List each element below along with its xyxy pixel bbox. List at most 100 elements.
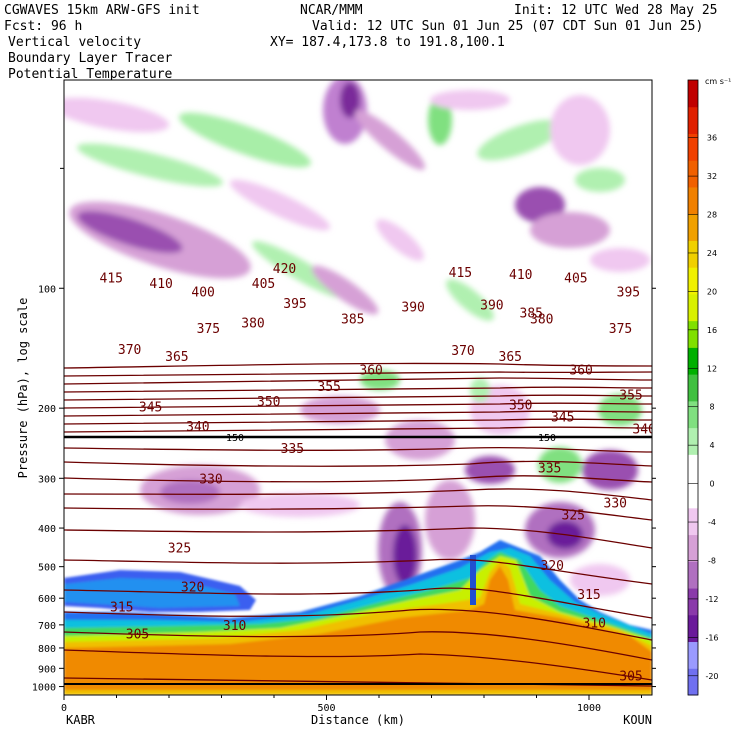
theta-label-380: 380: [241, 317, 264, 332]
theta-label-305: 305: [126, 627, 149, 642]
colorbar-swatch: [688, 106, 698, 134]
theta-label-335: 335: [281, 442, 304, 457]
colorbar: 36 32 28 24 20 16 12 8 4 0 -4 -8 -12 -16 -20: [687, 79, 719, 696]
colorbar-tick-label: -20: [705, 672, 718, 681]
colorbar-tick-label: -4: [708, 518, 716, 527]
colorbar-tick-label: 28: [707, 211, 717, 220]
y-tick-label: 900: [38, 664, 56, 675]
y-tick-label: 300: [38, 474, 56, 485]
theta-label-340: 340: [632, 423, 655, 438]
left-endpoint-label: KABR: [66, 713, 96, 727]
theta-contour-labels: 305 305 310 310 315 315 320 320 325 325 330 330 335 3…: [100, 262, 655, 684]
theta-label-405: 405: [252, 277, 275, 292]
tracer-column: [470, 555, 476, 605]
theta-label-350: 350: [509, 399, 532, 414]
field-vertical-velocity: Vertical velocity: [8, 35, 141, 50]
theta-label-360: 360: [569, 364, 592, 379]
y-tick-label: 700: [38, 621, 56, 632]
colorbar-tick-label: 8: [709, 403, 714, 412]
colorbar-swatch: [688, 400, 698, 429]
theta-label-385: 385: [520, 306, 543, 321]
theta-label-395: 395: [283, 297, 306, 312]
colorbar-swatch: [688, 454, 698, 482]
colorbar-tick-label: 24: [707, 249, 717, 258]
theta-label-380: 380: [530, 312, 553, 327]
x-axis: 0 500 1000: [61, 695, 642, 714]
theta-label-305: 305: [619, 669, 642, 684]
colorbar-swatch: [688, 213, 698, 241]
theta-label-400: 400: [191, 286, 214, 301]
x-axis-label: Distance (km): [311, 713, 405, 727]
theta-label-405: 405: [564, 272, 587, 287]
theta-label-325: 325: [168, 542, 191, 557]
theta-label-410: 410: [149, 277, 172, 292]
x-tick-label: 500: [317, 703, 335, 714]
colorbar-swatch: [688, 267, 698, 295]
x-tick-label: 0: [61, 703, 67, 714]
theta-label-395: 395: [617, 286, 640, 301]
tropopause-label-right: 150: [538, 433, 556, 444]
theta-label-320: 320: [181, 580, 204, 595]
plot-area: 305 305 310 310 315 315 320 320 325 325 330 330 335 3…: [64, 80, 655, 695]
theta-label-415: 415: [449, 266, 472, 281]
theta-label-315: 315: [110, 601, 133, 616]
forecast-hour: Fcst: 96 h: [4, 19, 82, 34]
colorbar-frame: [687, 79, 699, 696]
colorbar-tick-label: 36: [707, 134, 717, 143]
colorbar-units: cm s⁻¹: [705, 77, 731, 86]
cross-section-endpoints: XY= 187.4,173.8 to 191.8,100.1: [270, 35, 505, 50]
theta-label-370: 370: [451, 344, 474, 359]
theta-contour-lines: [64, 362, 652, 687]
field-potential-temperature: Potential Temperature: [8, 67, 173, 82]
theta-label-355: 355: [619, 389, 642, 404]
theta-label-360: 360: [359, 364, 382, 379]
colorbar-swatch: [688, 293, 698, 322]
colorbar-swatch: [688, 427, 698, 455]
theta-label-325: 325: [562, 509, 585, 524]
theta-label-420: 420: [273, 262, 296, 277]
colorbar-swatch: [688, 347, 698, 375]
theta-label-330: 330: [604, 496, 627, 511]
theta-label-375: 375: [609, 322, 632, 337]
theta-label-340: 340: [186, 420, 209, 435]
theta-label-390: 390: [480, 299, 503, 314]
colorbar-swatch: [688, 561, 698, 589]
theta-label-365: 365: [165, 350, 188, 365]
y-tick-label: 100: [38, 284, 56, 295]
org-label: NCAR/MMM: [300, 3, 363, 18]
colorbar-tick-label: -12: [705, 595, 718, 604]
colorbar-swatch: [688, 80, 698, 108]
colorbar-swatch: [688, 133, 698, 161]
colorbar-swatch: [688, 641, 698, 669]
theta-label-350: 350: [257, 395, 280, 410]
theta-label-345: 345: [139, 400, 162, 415]
theta-label-310: 310: [223, 619, 246, 634]
colorbar-swatch: [688, 481, 698, 509]
theta-label-345: 345: [551, 411, 574, 426]
init-time: Init: 12 UTC Wed 28 May 25: [514, 3, 718, 18]
theta-label-320: 320: [541, 559, 564, 574]
colorbar-swatch: [688, 507, 698, 536]
y-axis: 100 200 300 400 500 600 700 800 900 1000: [32, 167, 656, 694]
colorbar-swatch: [688, 614, 698, 643]
colorbar-swatch: [688, 668, 698, 696]
y-tick-label: 500: [38, 563, 56, 574]
theta-label-310: 310: [583, 616, 606, 631]
colorbar-swatch: [688, 588, 698, 616]
y-tick-label: 1000: [32, 683, 56, 694]
y-tick-label: 400: [38, 524, 56, 535]
theta-label-355: 355: [317, 380, 340, 395]
theta-label-335: 335: [538, 462, 561, 477]
model-title: CGWAVES 15km ARW-GFS init: [4, 3, 200, 18]
theta-label-385: 385: [341, 312, 364, 327]
colorbar-tick-label: 16: [707, 326, 717, 335]
colorbar-tick-label: 0: [709, 480, 714, 489]
colorbar-swatch: [688, 534, 698, 562]
colorbar-swatch: [688, 320, 698, 348]
plot-frame: [63, 79, 653, 696]
theta-label-330: 330: [199, 472, 222, 487]
theta-label-365: 365: [499, 350, 522, 365]
y-tick-label: 800: [38, 644, 56, 655]
colorbar-tick-label: 32: [707, 172, 717, 181]
